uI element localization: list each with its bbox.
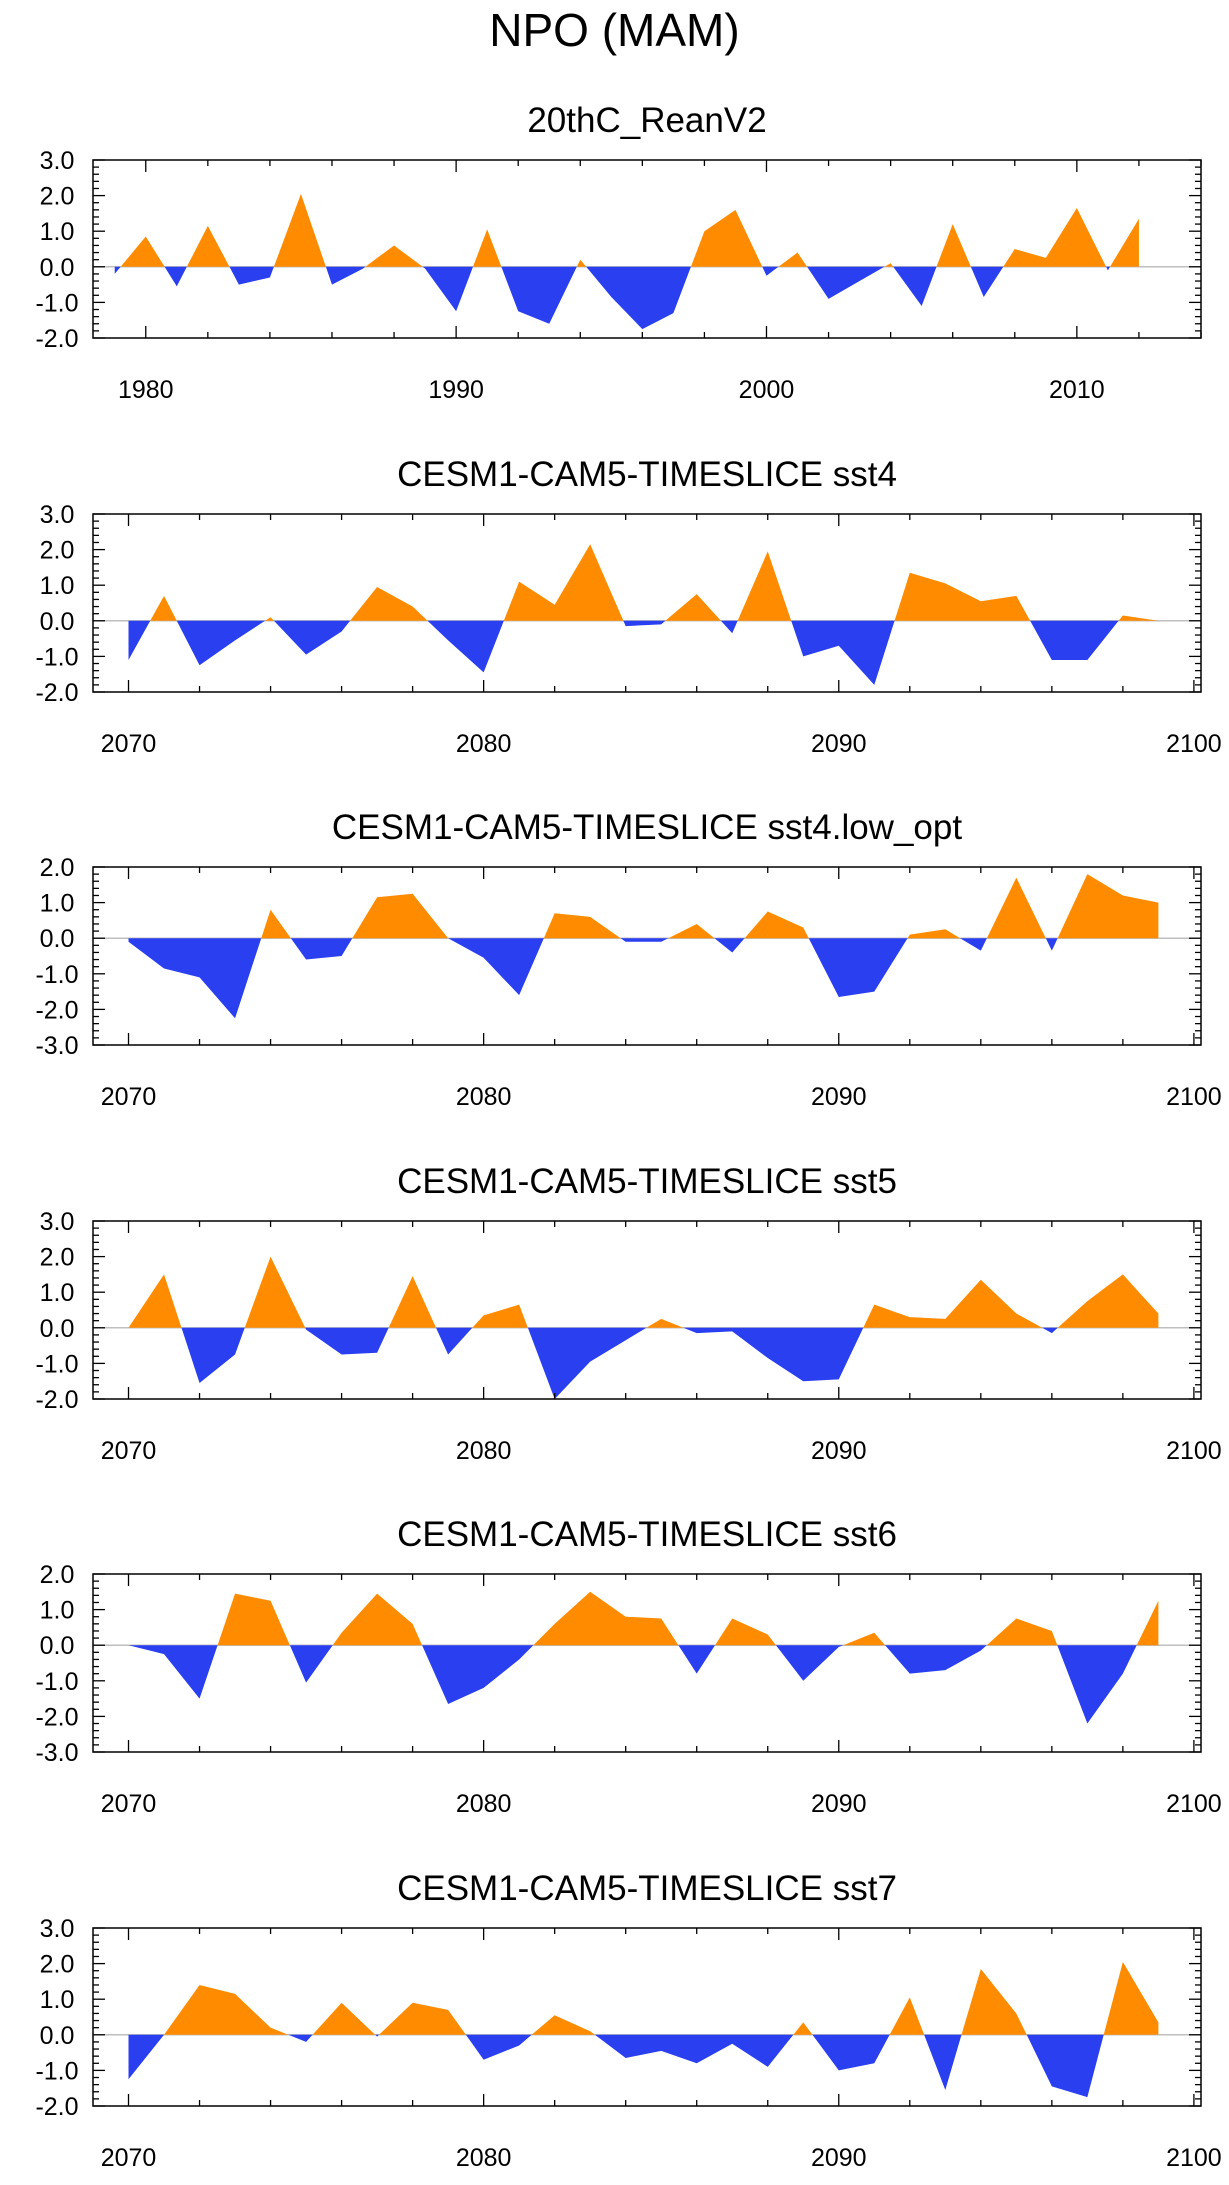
panel-title: CESM1-CAM5-TIMESLICE sst4.low_opt (332, 808, 962, 847)
x-tick-label: 1980 (118, 376, 174, 404)
y-tick-label: 0.0 (40, 925, 75, 953)
y-tick-label: -2.0 (35, 996, 78, 1024)
x-tick-label: 2010 (1049, 376, 1105, 404)
plot-frame (92, 1927, 1202, 2107)
negative-anomaly-area (128, 1645, 1137, 1724)
plot-frame (92, 513, 1202, 693)
positive-anomaly-area (217, 1591, 1159, 1646)
y-tick-label: -1.0 (35, 1668, 78, 1696)
y-tick-label: 0.0 (40, 608, 75, 636)
y-tick-label: 2.0 (40, 1951, 75, 1979)
x-tick-label: 2080 (456, 1437, 512, 1465)
y-tick-label: 2.0 (40, 854, 75, 882)
panel-title: CESM1-CAM5-TIMESLICE sst4 (397, 455, 897, 494)
x-tick-label: 2100 (1166, 1083, 1222, 1111)
panel-1: 20thC_ReanV2 3.0 2.0 1.0 0.0 -1.0 -2.0 1980 1990… (35, 101, 1202, 404)
y-tick-label: 2.0 (40, 183, 75, 211)
y-tick-label: 3.0 (40, 501, 75, 529)
y-tick-label: 1.0 (40, 890, 75, 918)
x-tick-label: 2090 (811, 730, 867, 758)
positive-anomaly-area (164, 1961, 1159, 2035)
x-tick-label: 2100 (1166, 1437, 1222, 1465)
y-tick-label: 1.0 (40, 1279, 75, 1307)
panel-6: CESM1-CAM5-TIMESLICE sst7 3.0 2.0 1.0 0.0 -1.… (35, 1869, 1221, 2172)
y-tick-label: -3.0 (35, 1032, 78, 1060)
x-tick-label: 2080 (456, 1083, 512, 1111)
y-tick-label: -1.0 (35, 1350, 78, 1378)
negative-anomaly-area (128, 938, 1058, 1019)
x-tick-label: 2080 (456, 2144, 512, 2172)
y-tick-label: -3.0 (35, 1739, 78, 1767)
negative-anomaly-area (181, 1327, 1058, 1399)
y-tick-label: -1.0 (35, 289, 78, 317)
x-tick-label: 2070 (101, 730, 157, 758)
y-tick-label: 3.0 (40, 1915, 75, 1943)
plot-frame (92, 1573, 1202, 1753)
y-tick-label: -2.0 (35, 1386, 78, 1414)
x-tick-label: 2100 (1166, 1790, 1222, 1818)
figure-title: NPO (MAM) (489, 4, 740, 56)
y-tick-label: 0.0 (40, 1315, 75, 1343)
y-tick-label: 1.0 (40, 218, 75, 246)
y-tick-label: -2.0 (35, 2093, 78, 2121)
positive-anomaly-area (261, 874, 1159, 939)
x-tick-label: 2090 (811, 1790, 867, 1818)
plot-frame (92, 866, 1202, 1046)
x-tick-label: 2070 (101, 1083, 157, 1111)
panel-3: CESM1-CAM5-TIMESLICE sst4.low_opt 2.0 1.0 0… (35, 808, 1221, 1111)
x-tick-label: 1990 (428, 376, 484, 404)
y-tick-label: -1.0 (35, 961, 78, 989)
y-tick-label: 1.0 (40, 1597, 75, 1625)
y-tick-label: 2.0 (40, 1561, 75, 1589)
y-tick-label: -1.0 (35, 2057, 78, 2085)
x-tick-label: 2090 (811, 1083, 867, 1111)
x-tick-label: 2100 (1166, 730, 1222, 758)
panel-title: 20thC_ReanV2 (527, 101, 766, 140)
y-tick-label: 3.0 (40, 147, 75, 175)
y-tick-label: 0.0 (40, 1632, 75, 1660)
y-tick-label: 1.0 (40, 1986, 75, 2014)
x-tick-label: 2070 (101, 2144, 157, 2172)
x-tick-label: 2090 (811, 1437, 867, 1465)
x-tick-label: 2070 (101, 1790, 157, 1818)
y-tick-label: 2.0 (40, 1244, 75, 1272)
positive-anomaly-area (150, 544, 1159, 621)
panel-4: CESM1-CAM5-TIMESLICE sst5 3.0 2.0 1.0 0.0 -1.… (35, 1162, 1221, 1465)
y-tick-label: 2.0 (40, 537, 75, 565)
negative-anomaly-area (128, 2034, 1104, 2098)
plot-frame (92, 1220, 1202, 1400)
y-tick-label: 0.0 (40, 254, 75, 282)
positive-anomaly-area (120, 193, 1139, 267)
x-tick-label: 2100 (1166, 2144, 1222, 2172)
y-tick-label: 3.0 (40, 1208, 75, 1236)
x-tick-label: 2090 (811, 2144, 867, 2172)
y-tick-label: -2.0 (35, 325, 78, 353)
y-tick-label: -2.0 (35, 679, 78, 707)
negative-anomaly-area (114, 266, 1111, 330)
panel-title: CESM1-CAM5-TIMESLICE sst6 (397, 1515, 897, 1554)
y-tick-label: 1.0 (40, 572, 75, 600)
x-tick-label: 2070 (101, 1437, 157, 1465)
x-tick-label: 2000 (739, 376, 795, 404)
y-tick-label: 0.0 (40, 2022, 75, 2050)
positive-anomaly-area (128, 1256, 1159, 1328)
negative-anomaly-area (128, 620, 1119, 685)
panel-title: CESM1-CAM5-TIMESLICE sst5 (397, 1162, 897, 1201)
y-tick-label: -1.0 (35, 643, 78, 671)
x-tick-label: 2080 (456, 1790, 512, 1818)
y-tick-label: -2.0 (35, 1703, 78, 1731)
panel-title: CESM1-CAM5-TIMESLICE sst7 (397, 1869, 897, 1908)
panel-2: CESM1-CAM5-TIMESLICE sst4 3.0 2.0 1.0 0.0 -1.… (35, 455, 1221, 758)
panel-5: CESM1-CAM5-TIMESLICE sst6 2.0 1.0 0.0 -1.0 -2… (35, 1515, 1221, 1818)
plot-frame (92, 159, 1202, 339)
x-tick-label: 2080 (456, 730, 512, 758)
